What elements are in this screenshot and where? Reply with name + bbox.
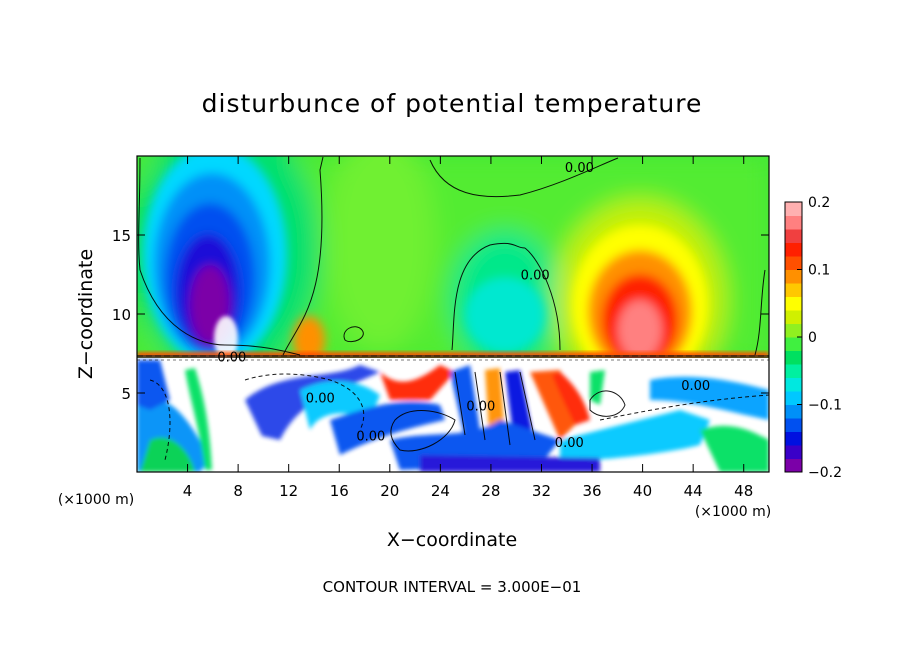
colorbar-swatch (785, 242, 802, 257)
x-tick-label: 4 (183, 482, 193, 500)
colorbar-tick-label: 0.1 (808, 263, 830, 279)
x-tick-label: 36 (582, 482, 601, 500)
x-unit-label-right: (×1000 m) (695, 504, 771, 520)
colorbar-swatch (785, 364, 802, 378)
contour-label: 0.00 (555, 436, 584, 451)
chart-title: disturbunce of potential temperature (202, 89, 703, 118)
colorbar-swatch (785, 337, 802, 351)
colorbar-tick-label: −0.2 (808, 465, 842, 481)
x-tick-label: 44 (684, 482, 703, 500)
contour-label: 0.00 (681, 379, 710, 394)
colorbar-swatch (785, 310, 802, 324)
colorbar: 0.2 0.1 0 −0.1 −0.2 (784, 195, 842, 481)
y-axis-label: Z−coordinate (75, 249, 97, 379)
colorbar-swatch (785, 350, 802, 365)
x-tick-label: 12 (279, 482, 298, 500)
x-tick-label: 20 (380, 482, 399, 500)
colorbar-swatch (785, 431, 802, 446)
x-tick-label: 8 (233, 482, 243, 500)
colorbar-swatch (785, 418, 802, 432)
x-tick-label: 24 (431, 482, 450, 500)
contour-interval-annotation: CONTOUR INTERVAL = 3.000E−01 (323, 578, 582, 596)
y-tick-label: 5 (121, 385, 131, 403)
contour-label: 0.00 (521, 269, 550, 284)
x-axis-label: X−coordinate (387, 529, 517, 551)
contour-field (137, 156, 769, 472)
y-tick-label: 10 (112, 306, 131, 324)
contour-label: 0.00 (565, 161, 594, 176)
x-unit-label-left: (×1000 m) (58, 492, 134, 508)
y-tick-label: 15 (112, 227, 131, 245)
colorbar-swatch (785, 229, 802, 243)
x-tick-label: 16 (330, 482, 349, 500)
colorbar-swatch (785, 269, 802, 284)
colorbar-swatch (785, 377, 802, 392)
colorbar-tick-label: −0.1 (808, 398, 842, 414)
contour-label: 0.00 (306, 392, 335, 407)
x-tick-label: 32 (532, 482, 551, 500)
contour-label: 0.00 (466, 400, 495, 415)
contour-labels: 0.00 0.00 0.00 0.00 0.00 0.00 0.00 0.00 (217, 161, 710, 451)
contour-label: 0.00 (217, 351, 246, 366)
colorbar-tick-label: 0 (808, 330, 817, 346)
x-tick-label: 48 (734, 482, 753, 500)
colorbar-swatch (785, 458, 802, 473)
colorbar-swatch (785, 391, 802, 405)
colorbar-swatch (785, 202, 802, 216)
colorbar-swatch (785, 283, 802, 297)
colorbar-swatch (785, 215, 802, 230)
y-axis: 5 10 15 (112, 227, 769, 403)
x-axis: 4 8 12 16 20 24 28 32 36 40 44 48 (183, 156, 753, 500)
x-tick-label: 28 (481, 482, 500, 500)
colorbar-swatch (785, 323, 802, 338)
colorbar-swatch (785, 256, 802, 270)
colorbar-swatch (785, 445, 802, 459)
colorbar-swatch (785, 404, 802, 419)
colorbar-tick-label: 0.2 (808, 195, 830, 211)
x-tick-label: 40 (633, 482, 652, 500)
colorbar-swatch (785, 296, 802, 311)
contour-label: 0.00 (356, 430, 385, 445)
